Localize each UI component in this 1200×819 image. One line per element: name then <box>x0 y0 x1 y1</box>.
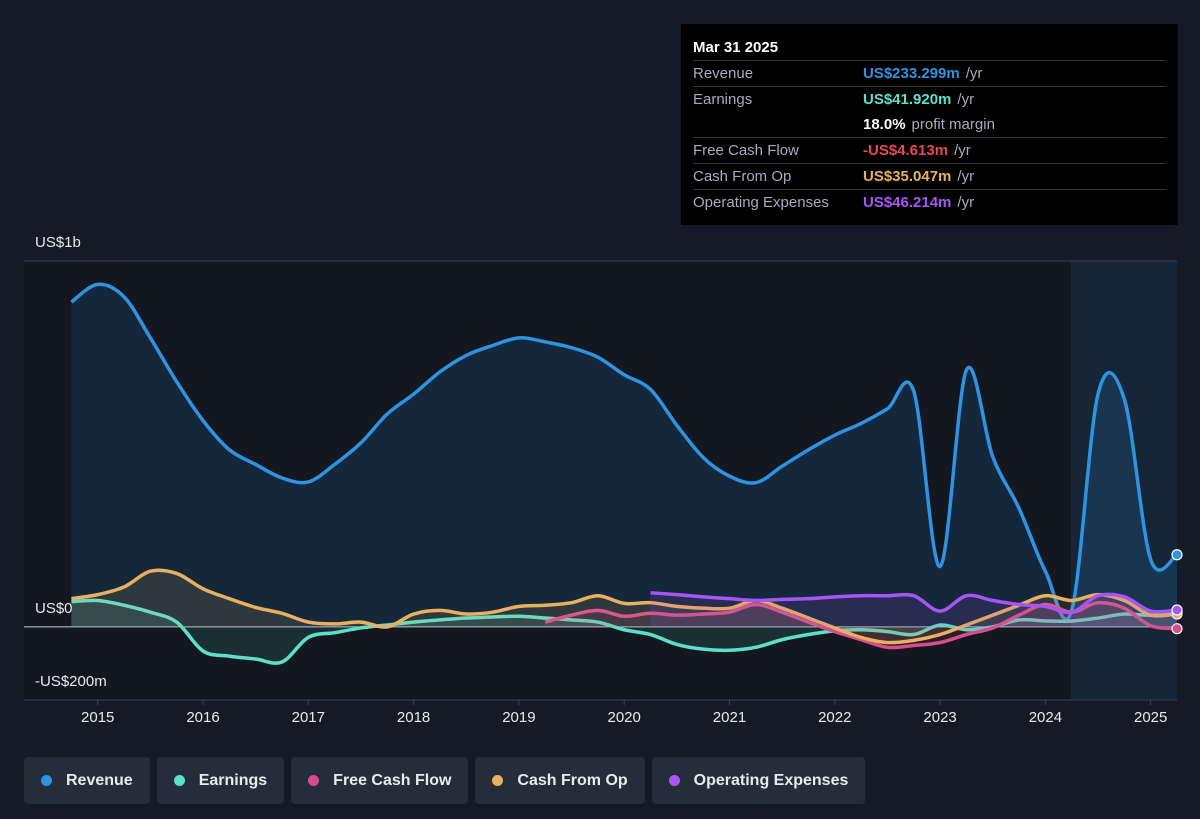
end-point <box>1171 623 1183 635</box>
legend-item[interactable]: Cash From Op <box>475 757 645 804</box>
tooltip-row: Free Cash Flow -US$4.613m/yr <box>693 137 1166 163</box>
tooltip-row: Cash From Op US$35.047m/yr <box>693 163 1166 189</box>
x-tick-label: 2016 <box>186 709 219 726</box>
legend-label: Revenue <box>66 771 133 789</box>
end-point <box>1171 549 1183 561</box>
x-tick-label: 2022 <box>818 709 851 726</box>
tooltip-unit: profit margin <box>911 116 995 133</box>
series-area <box>650 592 1177 627</box>
series-line <box>71 568 1178 645</box>
legend-swatch <box>41 775 52 786</box>
x-tick-label: 2024 <box>1029 709 1062 726</box>
tooltip-label: Operating Expenses <box>693 194 829 211</box>
legend-label: Cash From Op <box>517 771 628 789</box>
legend-item[interactable]: Operating Expenses <box>651 757 866 804</box>
legend-item[interactable]: Earnings <box>156 757 285 804</box>
tooltip-value: 18.0% <box>863 116 906 133</box>
tooltip-date: Mar 31 2025 <box>693 39 779 56</box>
legend-swatch <box>173 775 185 786</box>
x-tick-label: 2015 <box>81 709 114 726</box>
tooltip-value: US$46.214m <box>863 194 952 211</box>
series-area <box>71 284 1178 627</box>
tooltip-unit: /yr <box>965 65 983 82</box>
tooltip: Mar 31 2025 Revenue US$233.299m/yr Earnings… <box>681 24 1178 225</box>
tooltip-value: US$41.920m <box>863 91 952 108</box>
y-tick-label: -US$200m <box>35 673 107 690</box>
tooltip-label: Revenue <box>693 65 754 82</box>
legend-swatch <box>492 775 504 786</box>
x-tick-label: 2021 <box>713 709 746 726</box>
x-tick-label: 2019 <box>502 709 535 726</box>
tooltip-label: Free Cash Flow <box>693 142 799 159</box>
y-tick-label: US$0 <box>35 600 73 617</box>
x-tick-label: 2020 <box>608 709 641 726</box>
tooltip-value: US$233.299m <box>863 65 960 82</box>
legend-swatch <box>308 775 320 786</box>
legend-label: Operating Expenses <box>693 771 849 789</box>
tooltip-unit: /yr <box>954 142 971 159</box>
series-line <box>70 282 1178 621</box>
legend-item[interactable]: Revenue <box>24 757 150 804</box>
series-line <box>650 591 1178 615</box>
tooltip-label: Earnings <box>693 91 753 108</box>
tooltip-row: Earnings US$41.920m/yr <box>693 86 1166 112</box>
x-tick-label: 2023 <box>923 709 956 726</box>
tooltip-row: Operating Expenses US$46.214m/yr <box>693 189 1166 215</box>
tooltip-value: -US$4.613m <box>863 142 949 159</box>
x-tick-label: 2025 <box>1134 709 1167 726</box>
legend: Revenue Earnings Free Cash Flow Cash From O… <box>24 757 866 804</box>
tooltip-spacer <box>693 112 863 137</box>
tooltip-value: US$35.047m <box>863 168 952 185</box>
tooltip-unit: /yr <box>957 91 975 108</box>
legend-label: Free Cash Flow <box>333 771 452 789</box>
x-tick-label: 2018 <box>397 709 430 726</box>
tooltip-label: Cash From Op <box>693 168 792 185</box>
tooltip-unit: /yr <box>957 168 975 185</box>
x-tick-label: 2017 <box>292 709 325 726</box>
legend-label: Earnings <box>198 771 268 789</box>
tooltip-row: Revenue US$233.299m/yr <box>693 60 1166 86</box>
tooltip-row: 18.0% profit margin <box>693 112 1166 137</box>
tooltip-unit: /yr <box>957 194 975 211</box>
legend-item[interactable]: Free Cash Flow <box>291 757 469 804</box>
end-point <box>1171 604 1183 616</box>
series-area <box>71 600 1178 664</box>
legend-swatch <box>668 775 680 786</box>
y-tick-label: US$1b <box>35 234 81 251</box>
